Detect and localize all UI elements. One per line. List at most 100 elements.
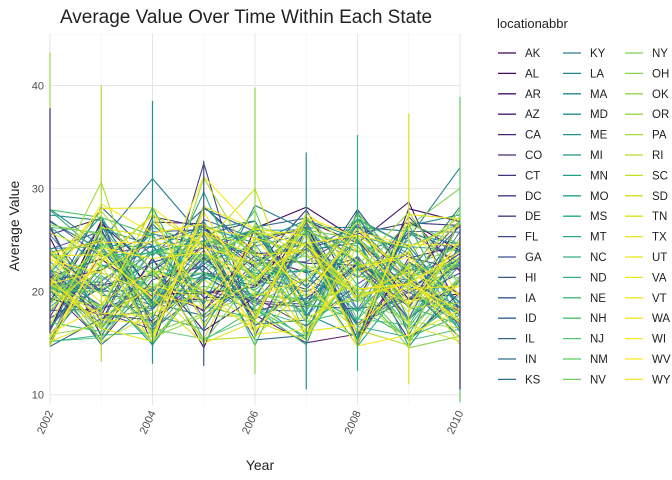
legend-item-ca: CA [498, 130, 541, 142]
legend-label: NE [590, 293, 606, 305]
legend-label: KY [590, 48, 606, 60]
legend-label: OH [652, 68, 669, 80]
legend-label: AZ [525, 109, 540, 121]
legend-item-nd: ND [563, 272, 607, 284]
legend-label: NC [590, 252, 607, 264]
x-tick-label: 2006 [240, 409, 261, 436]
legend-label: MN [590, 170, 608, 182]
legend-label: TX [652, 232, 667, 244]
legend-label: NV [590, 374, 606, 386]
legend-item-tn: TN [625, 211, 667, 223]
legend-item-nj: NJ [563, 334, 604, 346]
legend-label: HI [525, 272, 537, 284]
legend-label: MO [590, 191, 609, 203]
legend-item-sc: SC [625, 170, 668, 182]
y-tick-labels: 10 20 30 40 [32, 81, 44, 402]
legend-label: TN [652, 211, 667, 223]
legend-item-ny: NY [625, 48, 668, 60]
legend-label: LA [590, 68, 604, 80]
legend-item-nh: NH [563, 313, 607, 325]
legend-item-il: IL [498, 334, 535, 346]
legend-item-md: MD [563, 109, 608, 121]
legend-item-az: AZ [498, 109, 540, 121]
legend-item-nv: NV [563, 374, 606, 386]
legend-item-tx: TX [625, 232, 667, 244]
legend-label: DE [525, 211, 541, 223]
legend-item-co: CO [498, 150, 542, 162]
legend-item-va: VA [625, 272, 667, 284]
x-tick-label: 2004 [138, 409, 159, 436]
legend-label: WY [652, 374, 671, 386]
legend-label: MT [590, 232, 607, 244]
legend-item-vt: VT [625, 293, 667, 305]
legend-label: SD [652, 191, 668, 203]
legend-label: CO [525, 150, 542, 162]
x-axis-title: Year [246, 457, 275, 473]
y-axis-title: Average Value [6, 181, 22, 272]
legend-item-ne: NE [563, 293, 606, 305]
legend-item-me: ME [563, 130, 608, 142]
legend-label: ID [525, 313, 537, 325]
legend-item-ok: OK [625, 89, 669, 101]
legend-item-nc: NC [563, 252, 607, 264]
legend-item-id: ID [498, 313, 537, 325]
legend-item-oh: OH [625, 68, 669, 80]
legend-item-wi: WI [625, 334, 666, 346]
legend-item-ar: AR [498, 89, 541, 101]
y-tick-label: 40 [32, 81, 44, 93]
legend-label: IA [525, 293, 536, 305]
legend-label: IL [525, 334, 535, 346]
y-tick-label: 30 [32, 184, 44, 196]
legend-item-ia: IA [498, 293, 536, 305]
legend-label: MI [590, 150, 603, 162]
legend-label: WI [652, 334, 666, 346]
legend-label: WA [652, 313, 670, 325]
legend-title: locationabbr [497, 16, 568, 31]
legend-label: ME [590, 130, 608, 142]
legend-label: RI [652, 150, 664, 162]
legend-item-ma: MA [563, 89, 608, 101]
legend-label: OR [652, 109, 669, 121]
legend-item-hi: HI [498, 272, 537, 284]
legend-item-wa: WA [625, 313, 670, 325]
legend-item-mi: MI [563, 150, 603, 162]
legend-label: CT [525, 170, 540, 182]
legend-item-nm: NM [563, 354, 608, 366]
legend-item-de: DE [498, 211, 541, 223]
series-lines [49, 52, 461, 402]
legend-label: FL [525, 232, 539, 244]
legend-label: GA [525, 252, 542, 264]
legend-item-wv: WV [625, 354, 671, 366]
legend-label: IN [525, 354, 537, 366]
legend-label: DC [525, 191, 542, 203]
legend-item-ak: AK [498, 48, 541, 60]
legend-item-ri: RI [625, 150, 664, 162]
legend-item-la: LA [563, 68, 604, 80]
legend-item-mo: MO [563, 191, 609, 203]
legend-label: MD [590, 109, 608, 121]
legend-label: WV [652, 354, 671, 366]
legend-label: AK [525, 48, 541, 60]
legend-label: SC [652, 170, 668, 182]
y-tick-label: 20 [32, 287, 44, 299]
legend-label: PA [652, 130, 667, 142]
chart-title: Average Value Over Time Within Each Stat… [60, 7, 432, 28]
legend-item-in: IN [498, 354, 537, 366]
legend-label: AL [525, 68, 540, 80]
legend-item-or: OR [625, 109, 669, 121]
legend-label: NJ [590, 334, 604, 346]
legend-label: VT [652, 293, 667, 305]
y-tick-label: 10 [32, 390, 44, 402]
legend-item-wy: WY [625, 374, 671, 386]
legend-item-ms: MS [563, 211, 608, 223]
legend-label: MS [590, 211, 608, 223]
legend-item-ky: KY [563, 48, 606, 60]
legend-item-mn: MN [563, 170, 608, 182]
x-tick-labels: 2002 2004 2006 2008 2010 [35, 409, 466, 436]
legend-item-pa: PA [625, 130, 667, 142]
x-tick-label: 2008 [343, 409, 364, 436]
legend-label: ND [590, 272, 607, 284]
legend-item-mt: MT [563, 232, 607, 244]
